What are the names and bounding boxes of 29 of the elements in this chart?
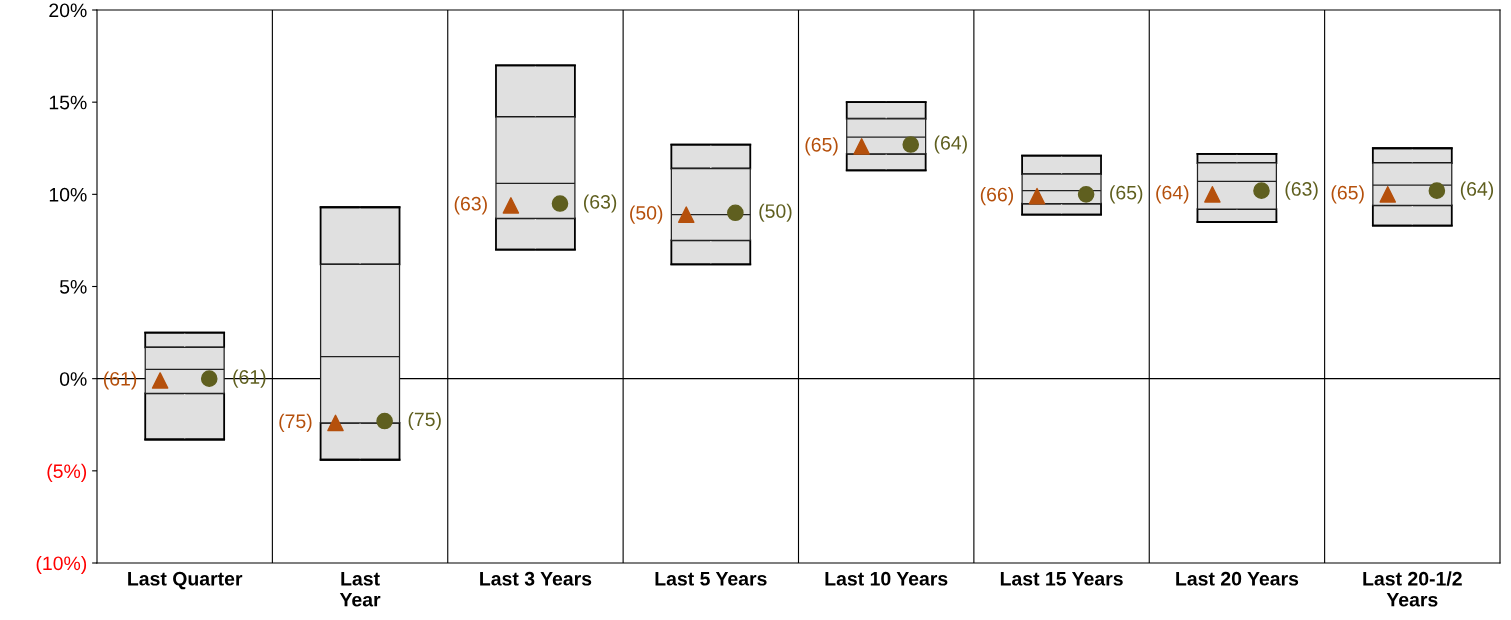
- y-tick-label: 0%: [59, 372, 87, 386]
- x-tick-label: Last 3 Years: [480, 571, 592, 586]
- annotation: (65): [1110, 185, 1143, 204]
- annotation: (65): [1331, 185, 1364, 204]
- annotation: (65): [805, 137, 838, 156]
- annotation: (63): [583, 194, 617, 213]
- annotation: (63): [454, 196, 487, 215]
- annotation: (50): [759, 203, 792, 222]
- y-tick-label: (10%): [36, 555, 87, 575]
- annotation: (75): [279, 413, 312, 432]
- y-tick-label: 10%: [49, 187, 87, 202]
- annotation: (50): [630, 205, 663, 224]
- x-tick-label: Last 15 Years: [1000, 572, 1123, 586]
- x-tick-label: Last 20-1/2 Years: [1363, 571, 1462, 607]
- annotation: (64): [1156, 185, 1189, 204]
- annotation: (66): [980, 187, 1014, 206]
- x-tick-label: Last Year: [339, 572, 381, 607]
- x-tick-label: Last Quarter: [128, 571, 243, 590]
- y-tick-label: 5%: [59, 280, 87, 294]
- y-tick-label: 15%: [49, 95, 87, 110]
- annotation: (75): [408, 412, 441, 431]
- y-tick-label: (5%): [47, 463, 87, 482]
- x-tick-label: Last 10 Years: [825, 571, 948, 586]
- y-tick-label: 20%: [49, 3, 87, 18]
- annotation: (64): [934, 135, 967, 154]
- annotation: (64): [1460, 181, 1494, 200]
- x-tick-label: Last 5 Years: [655, 572, 767, 586]
- annotation: (63): [1285, 181, 1318, 200]
- x-tick-label: Last 20 Years: [1176, 571, 1299, 586]
